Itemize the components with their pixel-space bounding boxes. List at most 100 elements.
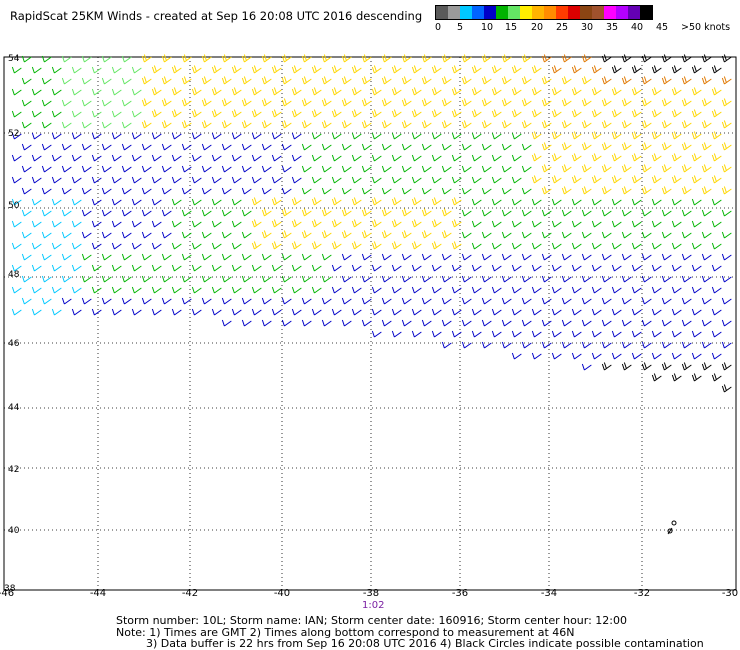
wind-barb — [471, 330, 482, 338]
wind-barb — [681, 76, 692, 85]
wind-barb — [721, 362, 732, 371]
wind-barb — [11, 198, 22, 206]
wind-barb — [421, 319, 432, 327]
wind-barb — [121, 143, 132, 151]
wind-barb — [421, 208, 432, 217]
wind-barb — [621, 76, 632, 85]
wind-barb — [461, 54, 472, 63]
wind-barb — [681, 275, 692, 283]
wind-barb — [231, 65, 242, 74]
wind-barb — [661, 76, 672, 85]
wind-barb — [421, 76, 432, 85]
wind-barb — [591, 131, 602, 140]
wind-barb — [491, 65, 502, 74]
wind-barb — [81, 165, 92, 173]
wind-barb — [501, 165, 512, 173]
wind-barb — [61, 99, 72, 107]
wind-barb — [471, 132, 482, 140]
wind-barb — [461, 76, 472, 85]
wind-barb — [391, 109, 402, 118]
wind-barb — [721, 54, 732, 63]
wind-barb — [11, 242, 22, 250]
wind-barb — [601, 164, 612, 173]
wind-barb — [331, 65, 342, 74]
wind-barb — [671, 65, 682, 74]
wind-barb — [131, 242, 142, 250]
wind-barb — [71, 242, 82, 250]
wind-barb — [371, 176, 382, 184]
wind-barb — [351, 264, 362, 272]
wind-barb — [691, 330, 702, 338]
wind-barb — [571, 330, 582, 338]
wind-barb — [501, 187, 512, 195]
wind-barb — [181, 54, 192, 63]
wind-barb — [721, 98, 732, 107]
wind-barb — [451, 197, 462, 206]
wind-barb — [521, 187, 532, 195]
wind-barb — [341, 120, 352, 129]
wind-barb — [111, 176, 122, 184]
wind-barb — [71, 176, 82, 184]
wind-barb — [281, 187, 292, 195]
wind-barb — [261, 98, 272, 107]
wind-barb — [411, 241, 422, 250]
wind-barb — [381, 120, 392, 129]
wind-barb — [341, 143, 352, 151]
wind-barb — [181, 297, 192, 305]
wind-barb — [121, 253, 132, 261]
wind-barb — [301, 297, 312, 305]
wind-barb — [461, 120, 472, 129]
wind-barb — [21, 77, 32, 85]
wind-barb — [561, 164, 572, 173]
wind-barb — [41, 187, 52, 195]
footer-storm-info: Storm number: 10L; Storm name: IAN; Stor… — [116, 614, 628, 627]
wind-barb — [471, 65, 482, 74]
wind-barb — [481, 297, 492, 305]
wind-barb — [341, 253, 352, 261]
legend-label: 5 — [457, 22, 464, 33]
wind-barb — [241, 209, 252, 217]
wind-barb — [661, 275, 672, 283]
wind-barb — [501, 209, 512, 217]
wind-barb — [541, 186, 552, 195]
wind-barb — [421, 253, 432, 261]
wind-barb — [321, 275, 332, 283]
wind-barb — [481, 275, 492, 283]
wind-barb — [281, 297, 292, 305]
wind-barb — [471, 109, 482, 118]
wind-barb — [551, 352, 562, 360]
wind-barb — [491, 109, 502, 118]
wind-barb — [211, 132, 222, 140]
wind-barb — [171, 87, 182, 96]
wind-barb — [701, 275, 712, 283]
wind-barb — [161, 98, 172, 107]
wind-barb — [171, 198, 182, 206]
wind-barb — [621, 164, 632, 173]
wind-barb — [711, 264, 722, 272]
wind-barb — [531, 198, 542, 206]
wind-barb — [451, 330, 462, 338]
wind-barb — [341, 98, 352, 107]
wind-barb — [261, 120, 272, 129]
wind-barb — [81, 209, 92, 217]
wind-barb — [91, 264, 102, 272]
wind-barb — [581, 142, 592, 151]
wind-barb — [321, 143, 332, 151]
lat-label: 52 — [8, 129, 19, 139]
wind-barb — [621, 253, 632, 261]
wind-barb — [481, 54, 492, 63]
legend-label: 15 — [505, 22, 518, 33]
wind-barb — [201, 231, 212, 239]
wind-barb — [351, 176, 362, 184]
wind-barb — [531, 65, 542, 74]
wind-barb-map: 54 52 50 48 46 44 42 40 38 -46 -44 -42 -… — [0, 54, 738, 599]
wind-barb — [721, 209, 732, 217]
wind-barb — [721, 186, 732, 195]
wind-barb — [521, 319, 532, 327]
wind-barb — [651, 153, 662, 162]
wind-barb — [701, 120, 712, 129]
wind-barb — [591, 286, 602, 294]
wind-barb — [601, 319, 612, 327]
wind-barb — [461, 319, 472, 327]
wind-barb — [71, 66, 82, 74]
